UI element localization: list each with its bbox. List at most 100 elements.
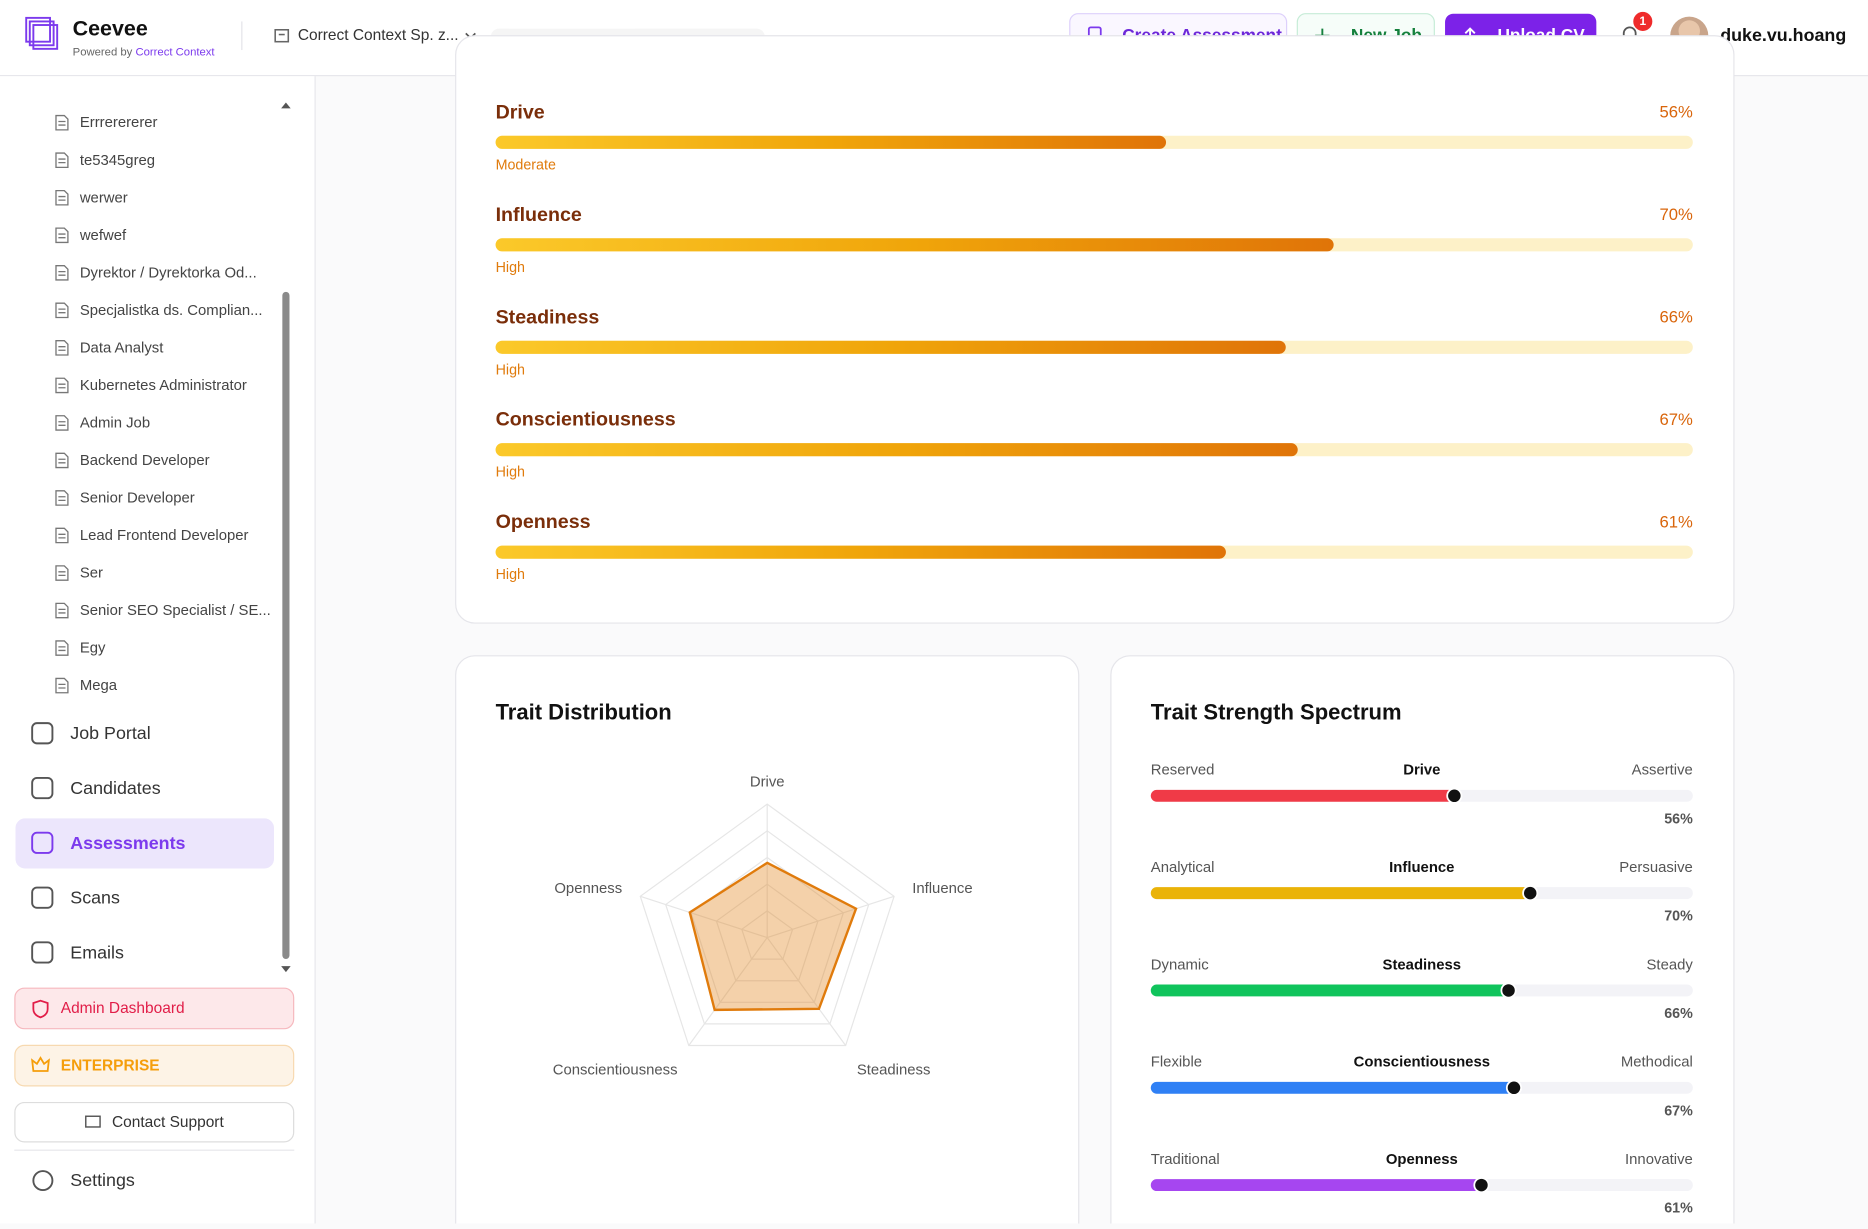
trait-level: High	[496, 362, 525, 378]
nav-item[interactable]: Candidates	[70, 778, 160, 798]
trait-value: 66%	[1659, 307, 1693, 326]
doc-icon	[55, 189, 69, 206]
scroll-up[interactable]	[281, 102, 291, 109]
doc-icon	[55, 527, 69, 544]
axis-spoke	[767, 895, 895, 939]
doc-icon	[55, 602, 69, 619]
trait-level: High	[496, 567, 525, 583]
badge-count: 1	[1639, 14, 1646, 28]
trait-level: Moderate	[496, 157, 556, 173]
powered-label: Powered by	[73, 46, 133, 58]
trait-name: Drive	[496, 101, 545, 123]
settings-label[interactable]: Settings	[70, 1170, 135, 1190]
job-item[interactable]: Backend Developer	[80, 453, 210, 469]
job-item[interactable]: te5345greg	[80, 153, 155, 169]
nav-item[interactable]: Emails	[70, 942, 124, 962]
nav-item[interactable]: Assessments	[70, 833, 185, 853]
right-label: Methodical	[1621, 1055, 1693, 1071]
organization[interactable]: Correct Context Sp. z...	[298, 27, 459, 44]
doc-icon	[55, 565, 69, 581]
trait-value: 70%	[1659, 205, 1693, 224]
doc-icon	[55, 227, 69, 244]
grid-ring	[664, 830, 870, 1025]
doc-icon	[55, 340, 69, 356]
job-item[interactable]: wefwef	[79, 228, 127, 244]
radar-area	[688, 861, 858, 1012]
spectrum-bar	[1150, 1179, 1482, 1192]
admin-button[interactable]	[14, 987, 295, 1030]
trait-level: High	[496, 465, 525, 481]
sidebar-items: Errrerererer te5345greg werwer wefwef Dyrekt…	[14, 114, 295, 1192]
spectrum-card	[1110, 655, 1735, 1229]
job-item[interactable]: Senior Developer	[80, 490, 195, 506]
trait-level: High	[496, 260, 525, 276]
right-label: Assertive	[1632, 763, 1693, 779]
job-item[interactable]: Data Analyst	[80, 340, 164, 356]
logo	[25, 16, 59, 50]
spectrum-bar	[1150, 984, 1509, 997]
scroll-down[interactable]	[281, 966, 291, 973]
nav-item[interactable]: Job Portal	[70, 723, 150, 743]
powered-by: Powered by Correct Context	[73, 46, 216, 58]
trait-name: Influence	[496, 204, 582, 226]
trait-value: 67%	[1659, 410, 1693, 429]
nav-icon	[31, 831, 54, 854]
job-item[interactable]: Dyrektor / Dyrektorka Od...	[80, 265, 257, 281]
support-button[interactable]	[14, 1101, 295, 1143]
doc-icon	[55, 490, 69, 506]
doc-icon	[55, 640, 69, 656]
plan-badge	[14, 1044, 295, 1087]
crown-icon	[31, 1056, 50, 1072]
chart-title: Trait Strength Spectrum	[1151, 699, 1402, 724]
shield-icon	[32, 999, 49, 1019]
job-item[interactable]: Specjalistka ds. Complian...	[80, 303, 263, 319]
spectrum-bar	[1150, 789, 1455, 802]
doc-icon	[55, 302, 69, 319]
axis-spoke	[640, 895, 768, 939]
job-item[interactable]: Admin Job	[80, 415, 150, 431]
doc-icon	[55, 114, 69, 131]
value-label: 70%	[1664, 909, 1693, 925]
grid-ring	[639, 803, 895, 1047]
user-name[interactable]: duke.vu.hoang	[1720, 25, 1846, 45]
job-item[interactable]: Kubernetes Administrator	[80, 378, 247, 394]
trait-name: Conscientiousness	[496, 409, 676, 431]
plan-label: ENTERPRISE	[61, 1057, 160, 1074]
doc-icon	[55, 452, 69, 469]
axis-label: Steadiness	[857, 1062, 931, 1078]
admin-label[interactable]: Admin Dashboard	[61, 1000, 185, 1017]
axis-spoke	[688, 937, 768, 1046]
job-item[interactable]: Senior SEO Specialist / SE...	[80, 603, 271, 619]
job-item[interactable]: Egy	[80, 641, 106, 657]
nav-icon	[31, 886, 54, 909]
job-item[interactable]: Mega	[80, 678, 118, 694]
value-label: 66%	[1664, 1006, 1693, 1022]
spectrum-dot	[1500, 982, 1517, 999]
value-label: 67%	[1664, 1103, 1693, 1119]
trait-name: Drive	[1403, 763, 1440, 779]
job-item[interactable]: Errrerererer	[80, 115, 158, 131]
doc-icon	[55, 415, 69, 431]
job-item[interactable]: Lead Frontend Developer	[80, 528, 249, 544]
right-label: Persuasive	[1619, 860, 1693, 876]
spectrum-bar	[1150, 887, 1531, 900]
left-label: Traditional	[1151, 1152, 1220, 1168]
doc-icon	[55, 377, 69, 394]
nav-item[interactable]: Scans	[70, 888, 120, 908]
axis-label: Openness	[554, 881, 622, 897]
support-label[interactable]: Contact Support	[112, 1114, 224, 1131]
trait-name: Openness	[496, 511, 591, 533]
nav-active	[15, 818, 274, 869]
doc-icon	[55, 677, 69, 694]
spectrum-dot	[1473, 1177, 1490, 1194]
left-label: Analytical	[1151, 860, 1215, 876]
trait-bar	[495, 340, 1286, 354]
badge	[1633, 11, 1653, 31]
job-item[interactable]: werwer	[79, 190, 128, 206]
job-item[interactable]: Ser	[80, 566, 103, 582]
axis-label: Drive	[750, 775, 785, 791]
scroll-thumb[interactable]	[282, 291, 290, 959]
trait-name: Influence	[1389, 860, 1454, 876]
